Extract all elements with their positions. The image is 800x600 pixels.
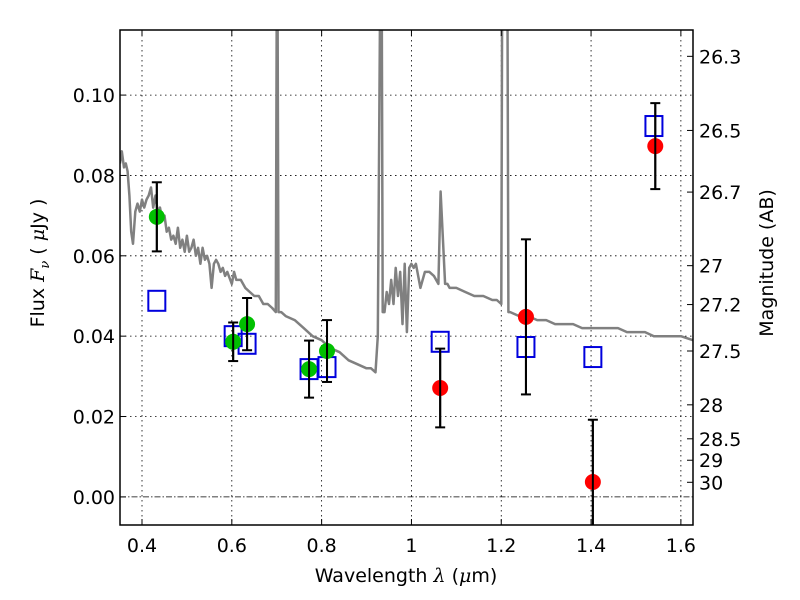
model-flux-square: [583, 346, 603, 369]
x-axis-ticks: 0.4 0.6 0.8 1 1.2 1.4 1.6: [127, 30, 696, 557]
x-tick-label: 1.4: [576, 535, 606, 557]
x-tick-label: 0.6: [217, 535, 247, 557]
x-tick-label: 0.4: [127, 535, 157, 557]
x-tick-label: 0.8: [307, 535, 337, 557]
model-flux-square: [147, 289, 167, 312]
y2-tick-label: 28.5: [699, 429, 741, 451]
y-tick-label: 0.04: [73, 326, 115, 348]
y-tick-label: 0.02: [73, 407, 115, 429]
x-tick-label: 1.6: [666, 535, 696, 557]
y-tick-label: 0.08: [73, 165, 115, 187]
y2-tick-label: 27: [699, 256, 723, 278]
y-axis-ticks: 0.00 0.02 0.04 0.06 0.08 0.10: [73, 85, 126, 509]
x-tick-label: 1: [405, 535, 417, 557]
y2-tick-label: 28: [699, 395, 723, 417]
y-axis-label: Flux Fν ( μJy ): [27, 199, 53, 328]
y2-tick-label: 30: [699, 472, 723, 494]
spectrum-line: [120, 30, 693, 374]
y2-tick-label: 29: [699, 450, 723, 472]
y2-tick-label: 26.3: [699, 46, 741, 68]
y-tick-label: 0.10: [73, 85, 115, 107]
y2-tick-label: 26.5: [699, 120, 741, 142]
y-tick-label: 0.00: [73, 487, 115, 509]
x-axis-label: Wavelength λ (μm): [315, 565, 498, 587]
markers-group: [147, 103, 664, 525]
y2-tick-label: 26.7: [699, 182, 741, 204]
spectrum-group: [120, 30, 693, 374]
x-tick-label: 1.2: [486, 535, 516, 557]
grid-lines: [120, 30, 693, 525]
y2-tick-label: 27.5: [699, 341, 741, 363]
y-tick-label: 0.06: [73, 246, 115, 268]
y2-tick-label: 27.2: [699, 295, 741, 317]
model-flux-square: [644, 115, 664, 138]
plot-frame: [119, 29, 694, 526]
y2-axis-label: Magnitude (AB): [756, 189, 778, 337]
